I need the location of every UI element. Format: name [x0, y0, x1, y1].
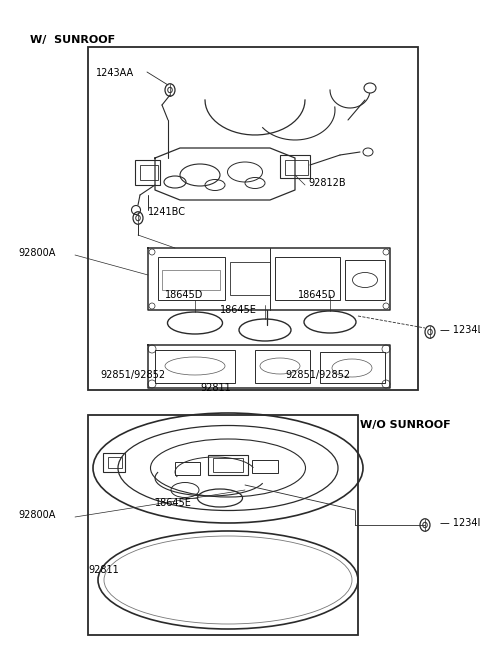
- Text: 18645E: 18645E: [155, 498, 192, 508]
- Bar: [280, 155, 310, 178]
- Bar: [103, 453, 125, 472]
- Text: 92812B: 92812B: [308, 178, 346, 188]
- Bar: [155, 350, 235, 383]
- Text: 92811: 92811: [88, 565, 119, 575]
- Text: 92800A: 92800A: [18, 248, 55, 258]
- Bar: [88, 415, 358, 635]
- Bar: [345, 260, 385, 300]
- Bar: [285, 160, 308, 175]
- Bar: [175, 462, 200, 475]
- Text: — 1234LC: — 1234LC: [440, 325, 480, 335]
- Text: — 1234I C: — 1234I C: [440, 518, 480, 528]
- Bar: [88, 47, 418, 390]
- Bar: [320, 352, 385, 383]
- Bar: [275, 257, 340, 300]
- Text: W/  SUNROOF: W/ SUNROOF: [30, 35, 115, 45]
- Text: 92811: 92811: [200, 383, 231, 393]
- Text: 92800A: 92800A: [18, 510, 55, 520]
- Bar: [255, 350, 310, 383]
- Text: 1243AA: 1243AA: [96, 68, 134, 78]
- Text: 92851/92852: 92851/92852: [285, 370, 350, 380]
- Text: 92851/92852: 92851/92852: [100, 370, 165, 380]
- Bar: [162, 270, 220, 290]
- Text: 18645E: 18645E: [220, 305, 257, 315]
- Bar: [158, 257, 225, 300]
- Text: 18645D: 18645D: [298, 290, 336, 300]
- Text: 18645D: 18645D: [165, 290, 204, 300]
- Text: W/O SUNROOF: W/O SUNROOF: [360, 420, 451, 430]
- Bar: [252, 460, 278, 473]
- Bar: [108, 457, 122, 468]
- Bar: [213, 458, 243, 472]
- Bar: [208, 455, 248, 475]
- Bar: [140, 165, 158, 180]
- Bar: [135, 160, 160, 185]
- Bar: [230, 262, 270, 295]
- Text: 1241BC: 1241BC: [148, 207, 186, 217]
